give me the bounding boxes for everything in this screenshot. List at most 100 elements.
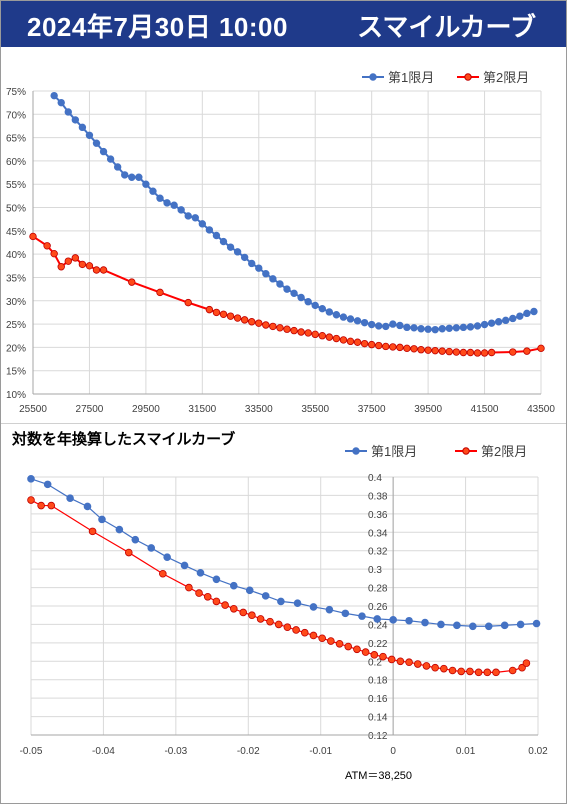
data-point-series-1 bbox=[353, 317, 362, 325]
data-point-series-1 bbox=[389, 616, 397, 624]
data-point-series-1 bbox=[304, 298, 312, 306]
data-point-series-2 bbox=[290, 326, 298, 335]
data-point-series-1 bbox=[410, 324, 418, 332]
data-point-series-1 bbox=[50, 91, 58, 100]
data-point-series-1 bbox=[106, 155, 115, 163]
data-point-series-1 bbox=[57, 98, 65, 107]
data-point-series-1 bbox=[339, 313, 348, 321]
data-point-series-2 bbox=[292, 626, 300, 634]
data-point-series-2 bbox=[92, 266, 101, 274]
data-point-series-2 bbox=[367, 340, 376, 349]
series-line-2 bbox=[30, 499, 527, 673]
x-tick-label: 0.01 bbox=[456, 746, 476, 757]
data-point-series-2 bbox=[159, 569, 167, 578]
data-point-series-2 bbox=[431, 663, 439, 672]
data-point-series-2 bbox=[226, 312, 235, 320]
data-point-series-2 bbox=[262, 321, 270, 329]
data-point-series-2 bbox=[50, 249, 58, 258]
data-point-series-2 bbox=[360, 339, 369, 348]
x-tick-label: 33500 bbox=[245, 404, 273, 415]
data-point-series-1 bbox=[480, 320, 489, 329]
data-point-series-1 bbox=[277, 597, 285, 606]
data-point-series-2 bbox=[276, 324, 284, 332]
data-point-series-2 bbox=[266, 617, 274, 626]
data-point-series-2 bbox=[459, 348, 468, 357]
data-point-series-2 bbox=[509, 348, 517, 356]
data-point-series-1 bbox=[205, 226, 214, 234]
data-point-series-1 bbox=[311, 301, 319, 310]
data-point-series-2 bbox=[99, 266, 108, 274]
data-point-series-1 bbox=[245, 586, 254, 595]
data-point-series-1 bbox=[163, 553, 171, 561]
data-point-series-1 bbox=[240, 253, 249, 262]
data-point-series-2 bbox=[274, 620, 283, 629]
data-point-series-1 bbox=[421, 618, 429, 627]
data-point-series-1 bbox=[532, 619, 541, 628]
series-line-1 bbox=[30, 478, 537, 627]
data-point-series-1 bbox=[373, 615, 382, 623]
data-point-series-2 bbox=[88, 527, 97, 536]
x-tick-label: 39500 bbox=[414, 404, 442, 415]
data-point-series-2 bbox=[43, 242, 51, 250]
y-tick-label: 60% bbox=[6, 157, 26, 168]
data-point-series-1 bbox=[346, 315, 355, 323]
data-point-series-2 bbox=[283, 325, 291, 333]
data-point-series-1 bbox=[473, 322, 482, 330]
data-point-series-1 bbox=[297, 293, 305, 302]
data-point-series-1 bbox=[78, 123, 87, 132]
data-point-series-2 bbox=[47, 501, 56, 510]
data-point-series-2 bbox=[438, 347, 446, 355]
data-point-series-2 bbox=[361, 648, 370, 656]
y-tick-label: 0.18 bbox=[368, 676, 388, 687]
data-point-series-1 bbox=[261, 592, 270, 600]
data-point-series-1 bbox=[115, 525, 124, 534]
data-point-series-2 bbox=[413, 660, 422, 668]
data-point-series-1 bbox=[262, 270, 270, 278]
data-point-series-1 bbox=[219, 237, 228, 246]
data-point-series-2 bbox=[353, 645, 361, 654]
y-tick-label: 0.2 bbox=[368, 657, 382, 668]
data-point-series-1 bbox=[64, 108, 72, 116]
data-point-series-1 bbox=[523, 309, 531, 318]
data-point-series-1 bbox=[131, 535, 140, 544]
data-point-series-2 bbox=[403, 344, 411, 353]
y-tick-label: 0.26 bbox=[368, 602, 388, 613]
legend-label: 第1限月 bbox=[388, 70, 434, 85]
data-point-series-1 bbox=[516, 312, 524, 320]
data-point-series-1 bbox=[196, 569, 205, 577]
chart-title: 対数を年換算したスマイルカーブ bbox=[11, 430, 235, 448]
data-point-series-2 bbox=[339, 336, 348, 344]
data-point-series-2 bbox=[473, 349, 482, 357]
data-point-series-2 bbox=[440, 664, 448, 673]
x-tick-label: 37500 bbox=[358, 404, 386, 415]
data-point-series-2 bbox=[396, 657, 405, 666]
data-point-series-2 bbox=[518, 663, 526, 672]
data-point-series-2 bbox=[405, 658, 413, 667]
data-point-series-2 bbox=[327, 637, 335, 645]
data-point-series-1 bbox=[438, 325, 446, 333]
data-point-series-2 bbox=[205, 305, 214, 314]
data-point-series-1 bbox=[43, 480, 52, 489]
data-point-series-1 bbox=[198, 220, 207, 228]
data-point-series-2 bbox=[410, 345, 418, 353]
x-tick-label: -0.04 bbox=[92, 746, 115, 757]
data-point-series-1 bbox=[276, 280, 284, 288]
data-point-series-2 bbox=[537, 344, 545, 353]
y-tick-label: 0.4 bbox=[368, 473, 382, 484]
data-point-series-2 bbox=[304, 329, 312, 337]
data-point-series-2 bbox=[522, 659, 531, 667]
data-point-series-2 bbox=[156, 288, 164, 297]
y-tick-label: 75% bbox=[6, 87, 26, 98]
header-bar: 2024年7月30日 10:00 スマイルカーブ bbox=[1, 1, 566, 47]
data-point-series-2 bbox=[325, 333, 334, 341]
data-point-series-2 bbox=[64, 257, 72, 265]
data-point-series-1 bbox=[27, 475, 35, 483]
y-tick-label: 25% bbox=[6, 320, 26, 331]
log-annualized-smile-chart: 対数を年換算したスマイルカーブ 0.12 0.14 0.16 0.18 0.2 0.22 0.… bbox=[11, 430, 548, 782]
data-point-series-1 bbox=[403, 323, 411, 332]
data-point-series-2 bbox=[487, 348, 496, 357]
header-datetime: 2024年7月30日 10:00 bbox=[27, 12, 288, 42]
data-point-series-2 bbox=[256, 615, 265, 623]
data-point-series-1 bbox=[453, 621, 461, 630]
data-point-series-1 bbox=[494, 318, 503, 326]
